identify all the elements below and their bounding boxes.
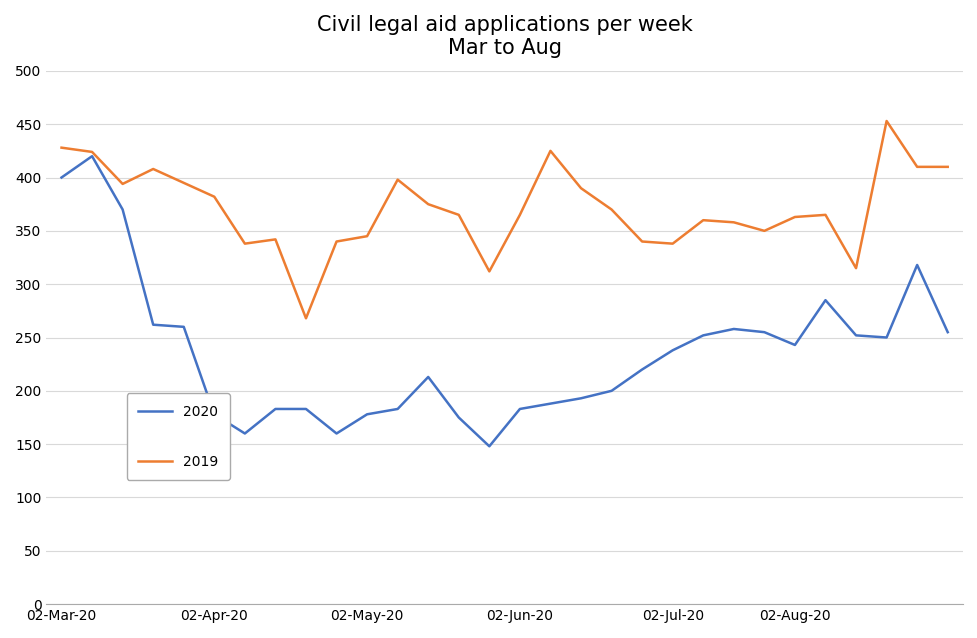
- Legend: 2020, , 2019: 2020, , 2019: [126, 394, 230, 480]
- Title: Civil legal aid applications per week
Mar to Aug: Civil legal aid applications per week Ma…: [317, 15, 692, 58]
